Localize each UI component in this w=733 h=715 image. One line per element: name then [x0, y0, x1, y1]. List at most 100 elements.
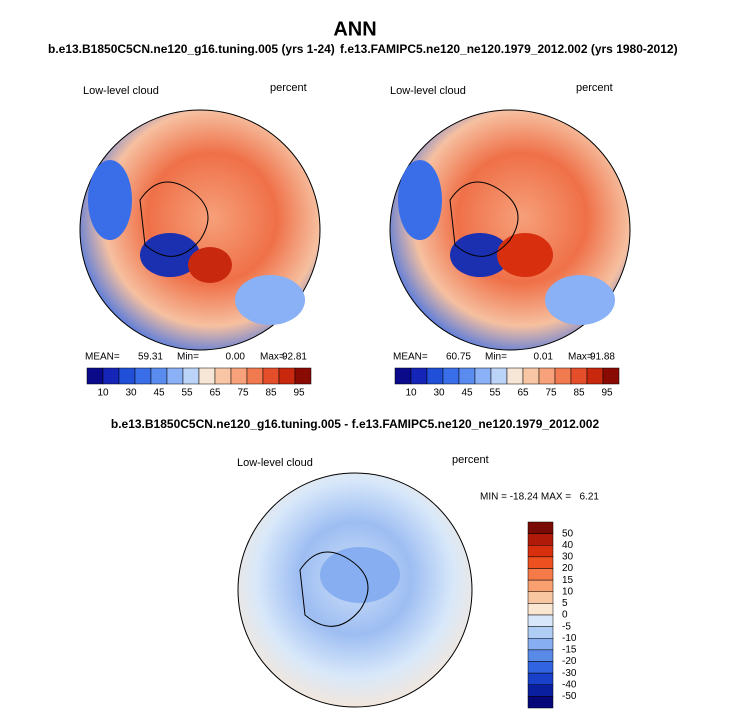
colorbar-box — [554, 367, 572, 385]
colorbar-box — [527, 556, 554, 569]
colorbar-label: 50 — [562, 528, 574, 539]
colorbar-label: 65 — [517, 388, 529, 399]
stat-text: 0.00 — [226, 352, 246, 363]
stat-text: 59.31 — [138, 352, 163, 363]
colorbar-label: 20 — [562, 563, 574, 574]
colorbar-box — [246, 367, 264, 385]
map-feature — [88, 160, 132, 240]
colorbar-box — [527, 638, 554, 651]
stat-text: 60.75 — [446, 352, 471, 363]
colorbar-box — [527, 661, 554, 674]
colorbar-label: 95 — [601, 388, 613, 399]
colorbar-box — [527, 533, 554, 546]
colorbar-label: 75 — [237, 388, 249, 399]
colorbar-label: 5 — [562, 598, 568, 609]
colorbar-box — [527, 521, 554, 534]
colorbar-box — [586, 367, 604, 385]
stat-text: Min= — [177, 352, 199, 363]
colorbar-box — [527, 614, 554, 627]
panel-header: b.e13.B1850C5CN.ne120_g16.tuning.005 (yr… — [48, 42, 335, 56]
colorbar-label: 45 — [461, 388, 473, 399]
colorbar-box — [474, 367, 492, 385]
colorbar-box — [86, 367, 104, 385]
colorbar-box — [294, 367, 312, 385]
units-label: percent — [452, 454, 489, 466]
map-feature — [188, 247, 232, 283]
coastline — [139, 181, 209, 257]
map-feature — [545, 275, 615, 325]
variable-label: Low-level cloud — [83, 85, 159, 97]
colorbar-box — [166, 367, 184, 385]
colorbar-box — [442, 367, 460, 385]
coastline — [449, 181, 519, 257]
colorbar-label: -20 — [562, 656, 577, 667]
variable-label: Low-level cloud — [390, 85, 466, 97]
coastline — [299, 551, 369, 627]
colorbar-label: 45 — [153, 388, 165, 399]
colorbar-box — [527, 568, 554, 581]
colorbar-label: 85 — [265, 388, 277, 399]
colorbar-label: 55 — [181, 388, 193, 399]
colorbar-box — [527, 684, 554, 697]
colorbar-label: 0 — [562, 610, 568, 621]
colorbar-box — [262, 367, 280, 385]
stat-text: Min= — [485, 352, 507, 363]
colorbar-box — [527, 591, 554, 604]
colorbar-label: -10 — [562, 633, 577, 644]
stat-text: MEAN= — [85, 352, 120, 363]
colorbar-box — [426, 367, 444, 385]
colorbar-box — [182, 367, 200, 385]
variable-label: Low-level cloud — [237, 457, 313, 469]
colorbar-label: -40 — [562, 679, 577, 690]
panel-header: b.e13.B1850C5CN.ne120_g16.tuning.005 - f… — [111, 417, 600, 431]
map-panel — [389, 109, 631, 351]
colorbar-box — [410, 367, 428, 385]
panel-header: f.e13.FAMIPC5.ne120_ne120.1979_2012.002 … — [340, 42, 678, 56]
colorbar-box — [538, 367, 556, 385]
colorbar-label: 10 — [97, 388, 109, 399]
units-label: percent — [576, 82, 613, 94]
colorbar-label: -5 — [562, 621, 571, 632]
map-feature — [320, 547, 400, 603]
colorbar-label: 15 — [562, 575, 574, 586]
colorbar-label: 30 — [125, 388, 137, 399]
colorbar-label: 30 — [562, 552, 574, 563]
colorbar-box — [278, 367, 296, 385]
map-panel — [79, 109, 321, 351]
colorbar-box — [458, 367, 476, 385]
colorbar-box — [506, 367, 524, 385]
map-feature — [140, 233, 200, 277]
colorbar-label: 65 — [209, 388, 221, 399]
colorbar-box — [527, 579, 554, 592]
colorbar-box — [527, 696, 554, 709]
colorbar-label: 75 — [545, 388, 557, 399]
colorbar-label: -30 — [562, 668, 577, 679]
colorbar-box — [150, 367, 168, 385]
colorbar-box — [118, 367, 136, 385]
units-label: percent — [270, 82, 307, 94]
map-feature — [497, 233, 553, 277]
colorbar-box — [134, 367, 152, 385]
colorbar-box — [527, 649, 554, 662]
colorbar-box — [102, 367, 120, 385]
map-feature — [398, 160, 442, 240]
map-feature — [235, 275, 305, 325]
stat-text: 92.81 — [282, 352, 307, 363]
min-max-label: MIN = -18.24 MAX = 6.21 — [480, 492, 599, 503]
colorbar-label: 10 — [562, 586, 574, 597]
figure-title: ANN — [333, 18, 376, 40]
stat-text: Max= — [260, 352, 285, 363]
colorbar-box — [527, 672, 554, 685]
colorbar-label: -50 — [562, 691, 577, 702]
colorbar-label: -15 — [562, 645, 577, 656]
colorbar-label: 85 — [573, 388, 585, 399]
colorbar-label: 55 — [489, 388, 501, 399]
colorbar-box — [527, 626, 554, 639]
colorbar-box — [214, 367, 232, 385]
stat-text: Max= — [568, 352, 593, 363]
colorbar-box — [527, 545, 554, 558]
colorbar-box — [570, 367, 588, 385]
colorbar-label: 40 — [562, 540, 574, 551]
